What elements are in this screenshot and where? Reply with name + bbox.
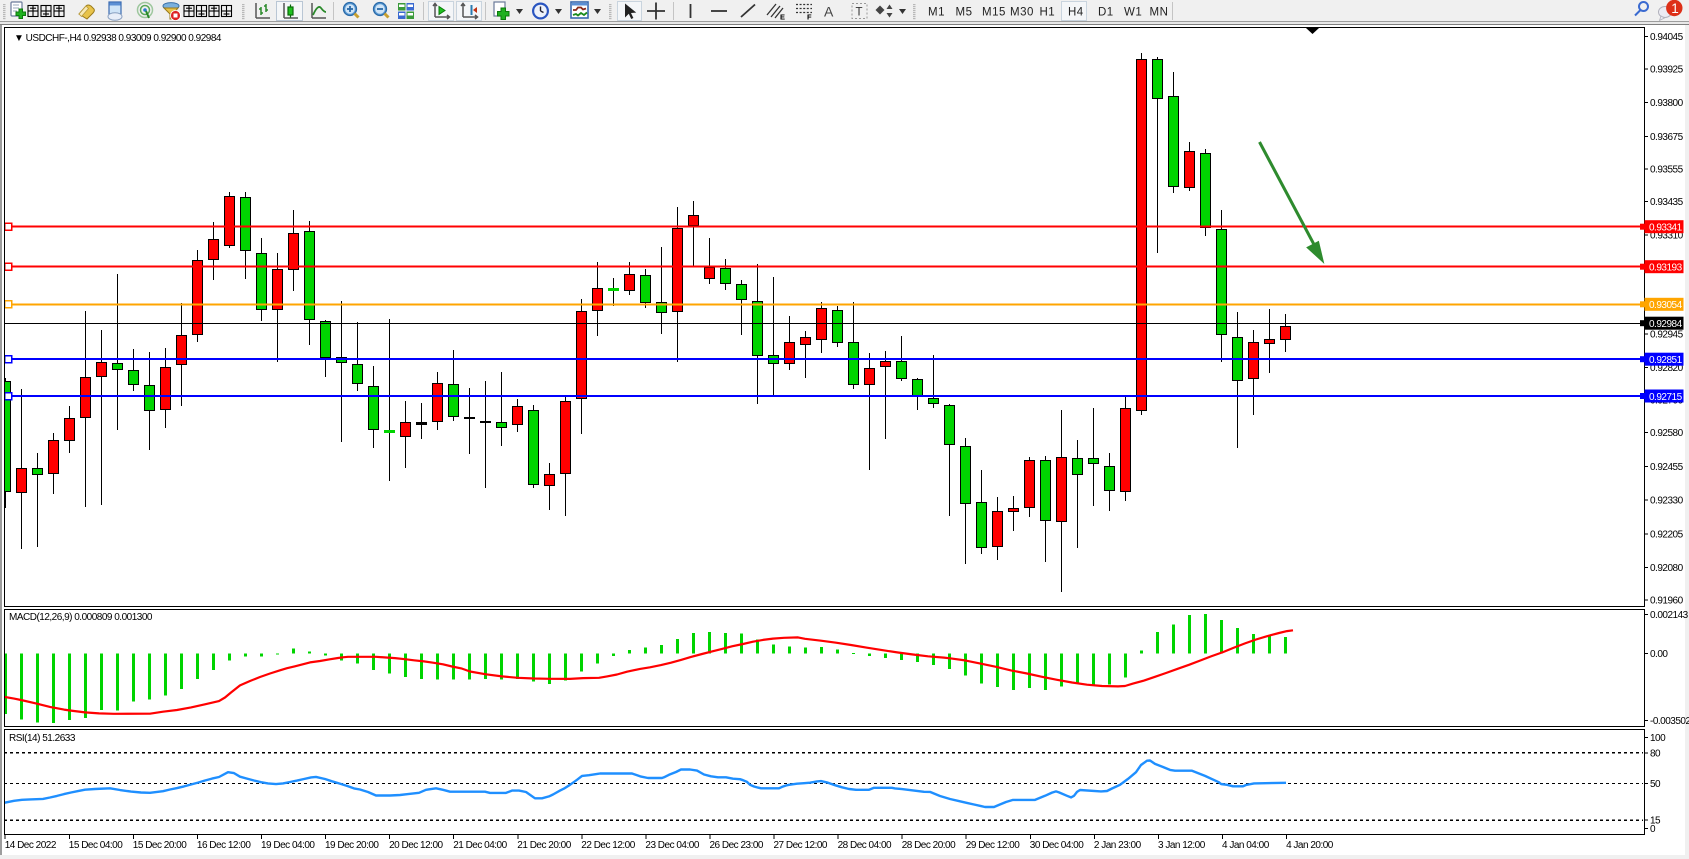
svg-text:0.00: 0.00 [1650, 649, 1668, 660]
svg-text:0.92205: 0.92205 [1650, 529, 1684, 540]
svg-text:23 Dec 04:00: 23 Dec 04:00 [645, 840, 699, 851]
svg-text:21 Dec 20:00: 21 Dec 20:00 [517, 840, 571, 851]
svg-text:19 Dec 20:00: 19 Dec 20:00 [325, 840, 379, 851]
svg-text:19 Dec 04:00: 19 Dec 04:00 [261, 840, 315, 851]
svg-text:0.93341: 0.93341 [1649, 223, 1683, 234]
svg-text:0.93675: 0.93675 [1650, 132, 1684, 143]
svg-text:0.92984: 0.92984 [1649, 319, 1683, 330]
svg-text:0.002143: 0.002143 [1650, 610, 1689, 621]
svg-text:100: 100 [1650, 733, 1666, 744]
svg-text:26 Dec 23:00: 26 Dec 23:00 [710, 840, 764, 851]
svg-text:4 Jan 04:00: 4 Jan 04:00 [1222, 840, 1270, 851]
svg-text:28 Dec 04:00: 28 Dec 04:00 [838, 840, 892, 851]
svg-text:0.92820: 0.92820 [1650, 363, 1684, 374]
svg-text:0.92580: 0.92580 [1650, 428, 1684, 439]
svg-text:F: F [807, 13, 812, 22]
svg-text:D1: D1 [1098, 7, 1114, 19]
svg-text:3 Jan 12:00: 3 Jan 12:00 [1158, 840, 1206, 851]
svg-text:▼ USDCHF-,H4 0.92938 0.93009: ▼ USDCHF-,H4 0.92938 0.93009 0.92900 0.9… [14, 33, 222, 44]
svg-text:0.93800: 0.93800 [1650, 98, 1684, 109]
svg-text:0.93925: 0.93925 [1650, 64, 1684, 75]
svg-text:RSI(14) 51.2633: RSI(14) 51.2633 [9, 733, 76, 744]
svg-text:16 Dec 12:00: 16 Dec 12:00 [197, 840, 251, 851]
svg-text:15: 15 [1650, 816, 1661, 827]
svg-text:0.92455: 0.92455 [1650, 462, 1684, 473]
svg-text:4 Jan 20:00: 4 Jan 20:00 [1286, 840, 1334, 851]
svg-text:20 Dec 12:00: 20 Dec 12:00 [389, 840, 443, 851]
svg-text:0.93555: 0.93555 [1650, 164, 1684, 175]
svg-text:M30: M30 [1010, 7, 1034, 19]
svg-text:15 Dec 04:00: 15 Dec 04:00 [69, 840, 123, 851]
svg-text:0.92945: 0.92945 [1650, 329, 1684, 340]
svg-text:H4: H4 [1068, 7, 1084, 19]
svg-text:1: 1 [1671, 1, 1679, 16]
svg-text:0.94045: 0.94045 [1650, 32, 1684, 43]
svg-text:29 Dec 12:00: 29 Dec 12:00 [966, 840, 1020, 851]
svg-text:0.92080: 0.92080 [1650, 563, 1684, 574]
svg-text:E: E [780, 13, 785, 22]
svg-text:2 Jan 23:00: 2 Jan 23:00 [1094, 840, 1142, 851]
svg-text:H1: H1 [1040, 7, 1056, 19]
svg-text:0: 0 [1650, 824, 1656, 835]
svg-text:0.91960: 0.91960 [1650, 596, 1684, 607]
svg-text:22 Dec 12:00: 22 Dec 12:00 [581, 840, 635, 851]
svg-text:0.92715: 0.92715 [1649, 392, 1683, 403]
svg-text:T: T [856, 7, 863, 19]
svg-text:A: A [824, 4, 834, 20]
svg-text:50: 50 [1650, 779, 1661, 790]
svg-text:W1: W1 [1124, 7, 1142, 19]
svg-text:27 Dec 12:00: 27 Dec 12:00 [774, 840, 828, 851]
svg-text:0.93054: 0.93054 [1649, 300, 1683, 311]
svg-text:MACD(12,26,9) 0.000809 0.00130: MACD(12,26,9) 0.000809 0.001300 [9, 612, 153, 623]
svg-text:-0.003502: -0.003502 [1650, 716, 1689, 727]
svg-text:30 Dec 04:00: 30 Dec 04:00 [1030, 840, 1084, 851]
svg-text:0.93310: 0.93310 [1650, 231, 1684, 242]
svg-text:21 Dec 04:00: 21 Dec 04:00 [453, 840, 507, 851]
svg-text:MN: MN [1150, 7, 1169, 19]
svg-text:28 Dec 20:00: 28 Dec 20:00 [902, 840, 956, 851]
svg-text:0.93435: 0.93435 [1650, 197, 1684, 208]
svg-text:14 Dec 2022: 14 Dec 2022 [5, 840, 57, 851]
svg-text:M1: M1 [928, 7, 945, 19]
svg-text:0.92330: 0.92330 [1650, 496, 1684, 507]
svg-text:M15: M15 [982, 7, 1006, 19]
svg-text:0.92851: 0.92851 [1649, 355, 1683, 366]
svg-text:M5: M5 [956, 7, 973, 19]
svg-text:0.93193: 0.93193 [1649, 263, 1683, 274]
svg-text:15 Dec 20:00: 15 Dec 20:00 [133, 840, 187, 851]
svg-text:80: 80 [1650, 748, 1661, 759]
